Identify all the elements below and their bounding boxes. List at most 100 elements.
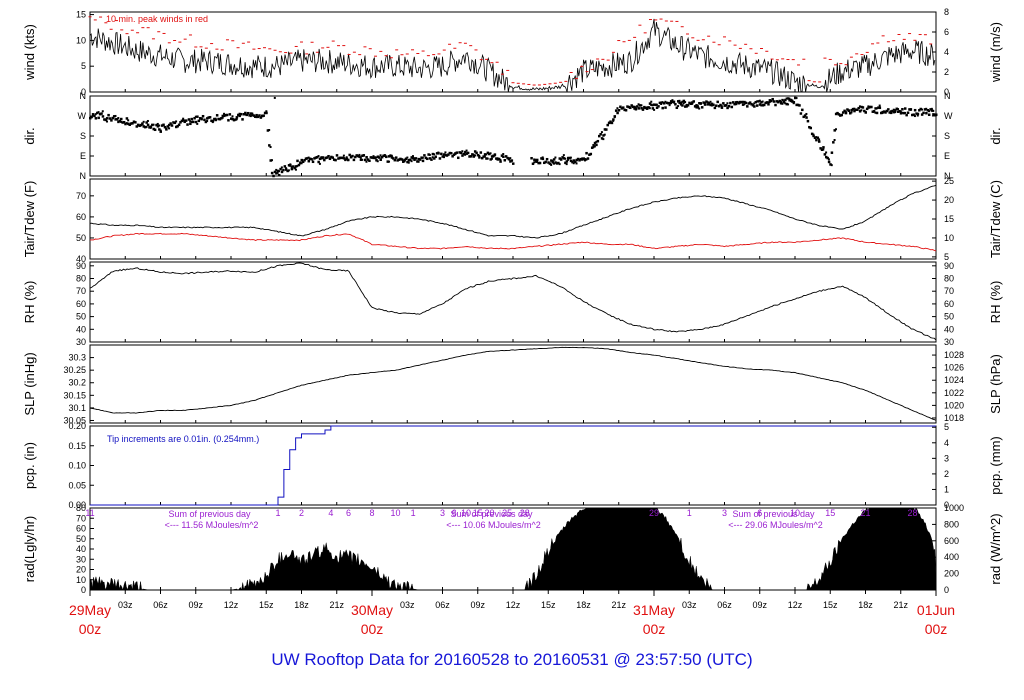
y-tick-label-right: 25 <box>944 176 954 186</box>
direction-point <box>375 156 378 159</box>
direction-point <box>554 161 557 164</box>
direction-point <box>379 154 382 157</box>
direction-point <box>583 158 587 161</box>
direction-point <box>843 109 846 113</box>
direction-point <box>764 101 767 105</box>
direction-point <box>717 104 721 108</box>
y-tick-label-right: 0 <box>944 87 949 97</box>
direction-point <box>418 158 422 161</box>
direction-point <box>535 158 539 162</box>
direction-point <box>459 151 463 155</box>
direction-point <box>208 116 212 119</box>
direction-point <box>361 154 364 158</box>
direction-point <box>120 117 123 121</box>
daily-sum-value: <--- 11.56 MJoules/m^2 <box>165 520 259 530</box>
direction-point <box>239 112 243 116</box>
direction-point <box>197 119 201 123</box>
chart-title: UW Rooftop Data for 20160528 to 20160531… <box>271 650 753 669</box>
direction-point <box>741 103 745 106</box>
direction-point <box>792 101 796 104</box>
direction-point <box>734 102 738 106</box>
direction-point <box>145 125 148 128</box>
y-tick-label: 30.1 <box>68 403 86 413</box>
direction-point <box>708 101 711 104</box>
direction-point <box>277 173 281 177</box>
direction-point <box>502 153 505 156</box>
direction-point <box>681 104 684 107</box>
direction-point <box>761 104 765 107</box>
direction-point <box>784 102 787 105</box>
direction-point <box>588 153 591 156</box>
y-tick-label-right: 70 <box>944 286 954 296</box>
direction-point <box>337 157 340 160</box>
direction-point <box>923 108 927 111</box>
direction-point <box>554 156 557 159</box>
direction-point <box>478 154 481 157</box>
direction-point <box>345 157 349 161</box>
direction-point <box>499 158 502 161</box>
direction-point <box>380 155 384 159</box>
direction-point <box>189 122 192 126</box>
direction-point <box>617 109 621 112</box>
direction-point <box>196 122 199 125</box>
direction-point <box>223 112 226 115</box>
direction-point <box>232 118 236 122</box>
direction-point <box>382 154 385 158</box>
direction-point <box>743 100 746 104</box>
direction-point <box>449 151 453 155</box>
direction-point <box>246 111 250 115</box>
direction-point <box>128 123 131 126</box>
direction-point <box>469 155 473 158</box>
direction-point <box>270 159 273 162</box>
direction-point <box>101 110 104 113</box>
day-label-date: 31May <box>633 602 675 618</box>
direction-point <box>531 162 535 166</box>
direction-point <box>170 124 174 127</box>
direction-point <box>674 103 677 106</box>
direction-point <box>485 157 488 160</box>
direction-point <box>152 123 155 126</box>
direction-point <box>488 152 491 156</box>
direction-point <box>251 113 254 117</box>
direction-point <box>928 110 931 113</box>
direction-point <box>636 105 639 108</box>
direction-point <box>93 114 96 118</box>
y-tick-label-right: 4 <box>944 47 949 57</box>
direction-point <box>889 110 892 113</box>
direction-point <box>586 157 590 160</box>
direction-point <box>115 118 119 121</box>
direction-point <box>822 146 825 149</box>
direction-point <box>146 119 149 122</box>
y-axis-label-left: rad(Lgly/hr) <box>22 516 37 582</box>
direction-point <box>490 157 493 160</box>
direction-point <box>376 155 380 158</box>
direction-point <box>892 110 896 114</box>
direction-point <box>671 100 674 104</box>
direction-point <box>165 128 168 131</box>
direction-point <box>125 117 129 120</box>
direction-point <box>767 103 770 106</box>
direction-point <box>543 161 546 165</box>
day-label-hour: 00z <box>925 621 948 637</box>
direction-point <box>273 170 277 174</box>
direction-point <box>89 116 92 120</box>
direction-point <box>201 114 205 118</box>
direction-point <box>538 161 542 165</box>
direction-point <box>603 128 607 131</box>
direction-point <box>373 156 377 159</box>
direction-point <box>823 153 827 156</box>
direction-point <box>397 158 401 161</box>
direction-point <box>237 113 240 117</box>
hour-count-label: 28 <box>520 508 530 518</box>
direction-point <box>785 102 789 106</box>
direction-point <box>97 111 100 114</box>
direction-point <box>300 158 303 162</box>
direction-point <box>217 117 220 121</box>
direction-point <box>896 110 900 113</box>
direction-point <box>599 133 602 136</box>
direction-point <box>830 151 834 154</box>
direction-point <box>898 109 901 113</box>
direction-point <box>612 118 615 121</box>
y-axis-label-left: pcp. (in) <box>22 442 37 489</box>
direction-point <box>151 123 154 127</box>
